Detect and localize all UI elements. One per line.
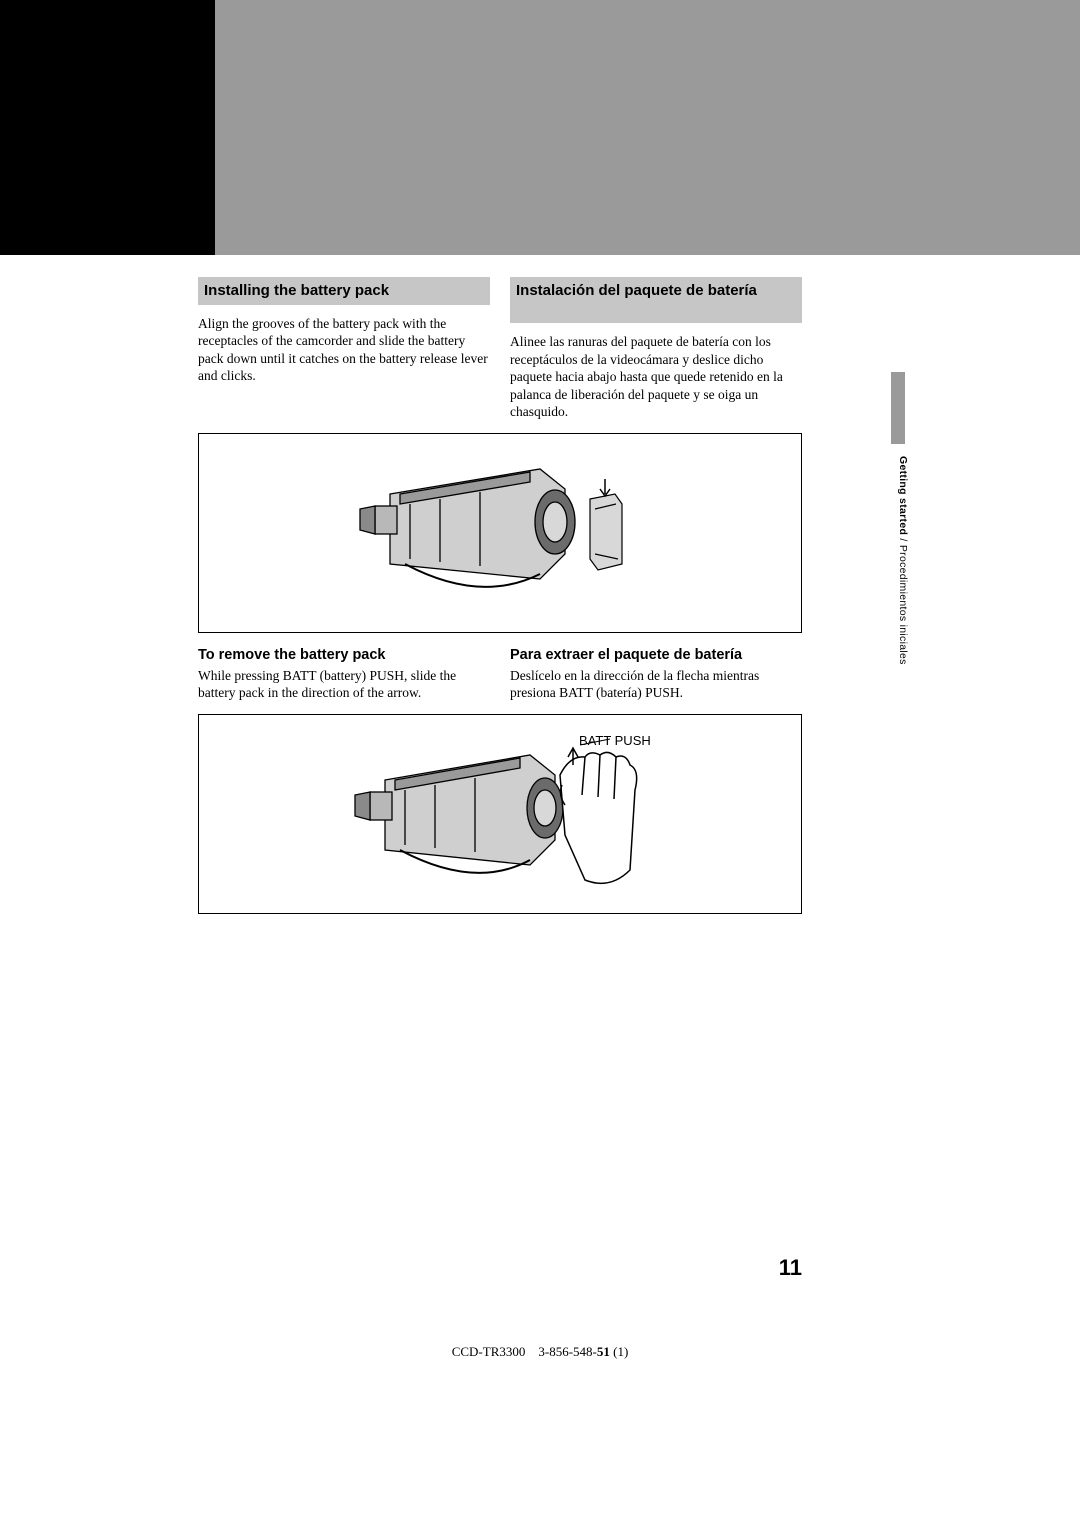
side-section-label: Getting started / Procedimientos inicial… (897, 456, 909, 665)
footer-code-prefix: 3-856-548- (538, 1344, 597, 1359)
right-sub-heading: Para extraer el paquete de batería (510, 647, 802, 663)
right-heading-bar: Instalación del paquete de batería (510, 277, 802, 323)
side-label-bold: Getting started (897, 456, 909, 535)
right-sub-body: Deslícelo en la dirección de la flecha m… (510, 667, 802, 702)
right-sub-column: Para extraer el paquete de batería Deslí… (510, 647, 802, 702)
footer-code-suffix: (1) (610, 1344, 628, 1359)
left-sub-body: While pressing BATT (battery) PUSH, slid… (198, 667, 490, 702)
left-heading: Installing the battery pack (204, 281, 484, 301)
side-label-plain: Procedimientos iniciales (897, 545, 909, 665)
side-label-sep: / (897, 535, 909, 545)
right-heading: Instalación del paquete de batería (516, 281, 796, 301)
page-number: 11 (779, 1255, 802, 1281)
left-column: Installing the battery pack Align the gr… (198, 277, 490, 421)
footer-code-bold: 51 (597, 1344, 610, 1359)
left-heading-bar: Installing the battery pack (198, 277, 490, 305)
left-body-text: Align the grooves of the battery pack wi… (198, 315, 490, 385)
left-sub-column: To remove the battery pack While pressin… (198, 647, 490, 702)
footer-line: CCD-TR3300 3-856-548-51 (1) (0, 1344, 1080, 1360)
remove-columns: To remove the battery pack While pressin… (198, 647, 802, 702)
batt-push-label: BATT PUSH (579, 733, 651, 748)
left-sub-heading: To remove the battery pack (198, 647, 490, 663)
right-body-text: Alinee las ranuras del paquete de baterí… (510, 333, 802, 421)
side-tab-marker (891, 372, 905, 444)
header-gray-block (215, 0, 1080, 255)
figure-install-battery (198, 433, 802, 633)
figure-remove-battery: BATT PUSH (198, 714, 802, 914)
intro-columns: Installing the battery pack Align the gr… (198, 277, 802, 421)
header-black-block (0, 0, 215, 255)
right-column: Instalación del paquete de batería Aline… (510, 277, 802, 421)
camcorder-install-illustration (330, 434, 670, 624)
footer-model: CCD-TR3300 (452, 1344, 526, 1359)
page-content: Installing the battery pack Align the gr… (198, 277, 802, 928)
